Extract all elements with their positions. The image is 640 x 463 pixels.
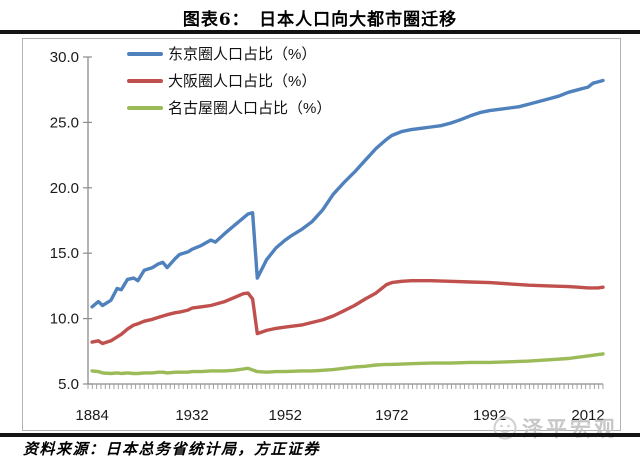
chart-title: 图表6： 日本人口向大都市圈迁移 — [182, 10, 458, 30]
legend-line-tokyo-icon — [127, 51, 163, 56]
top-divider — [0, 30, 640, 34]
watermark: 泽平宏观 — [492, 413, 618, 443]
legend-item-nagoya: 名古屋圈人口占比（%） — [127, 94, 331, 121]
legend-line-osaka-icon — [127, 78, 163, 83]
legend-label-tokyo: 东京圈人口占比（%） — [168, 46, 317, 63]
legend-label-osaka: 大阪圈人口占比（%） — [168, 73, 317, 90]
source-note: 资料来源：日本总务省统计局，方正证券 — [23, 440, 321, 458]
legend-item-osaka: 大阪圈人口占比（%） — [127, 67, 331, 94]
bottom-divider — [0, 433, 640, 437]
legend-label-nagoya: 名古屋圈人口占比（%） — [168, 100, 332, 117]
legend-item-tokyo: 东京圈人口占比（%） — [127, 40, 331, 67]
legend-line-nagoya-icon — [127, 105, 163, 110]
watermark-text: 泽平宏观 — [522, 416, 618, 441]
zeping-logo-icon — [493, 416, 517, 440]
legend: 东京圈人口占比（%） 大阪圈人口占比（%） 名古屋圈人口占比（%） — [127, 40, 331, 121]
